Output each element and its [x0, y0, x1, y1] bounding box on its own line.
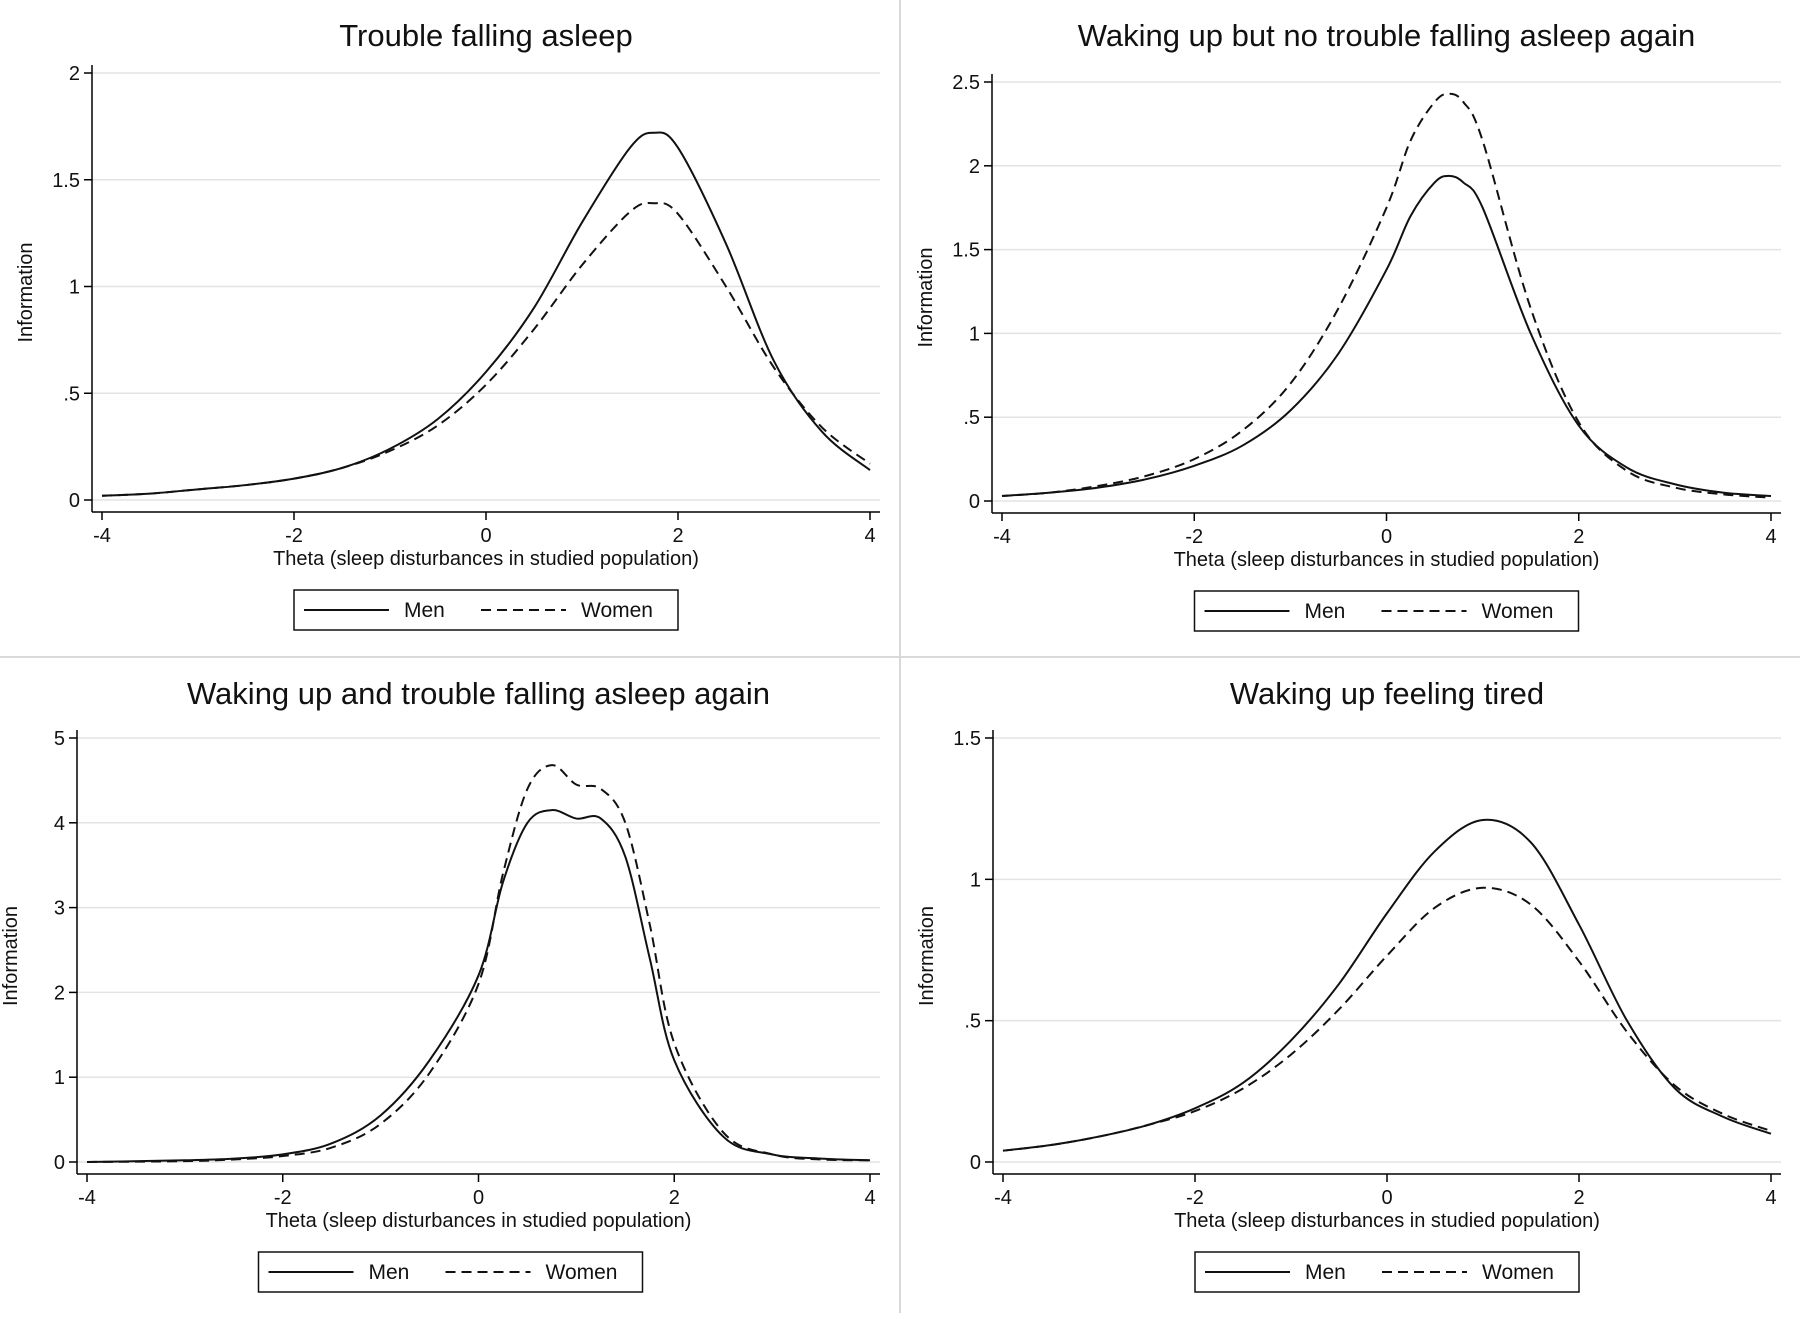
chart-title: Waking up and trouble falling asleep aga… [187, 676, 770, 711]
x-tick-label: 0 [473, 1187, 484, 1209]
y-tick-label: 1 [969, 323, 980, 345]
x-tick-label: 0 [1381, 526, 1392, 548]
chart-panel-3: Waking up and trouble falling asleep aga… [0, 676, 880, 1293]
series-line-women [1002, 886, 1772, 1152]
x-tick-label: 4 [1765, 526, 1776, 548]
y-tick-label: .5 [964, 1011, 981, 1033]
chart-title: Trouble falling asleep [339, 18, 633, 53]
x-tick-label: 4 [1765, 1187, 1776, 1209]
y-tick-label: 4 [54, 813, 65, 835]
y-tick-label: 1 [69, 277, 80, 299]
y-tick-label: 2.5 [952, 72, 980, 94]
x-axis-label: Theta (sleep disturbances in studied pop… [1174, 1210, 1600, 1232]
series-line-men [1002, 818, 1772, 1152]
x-tick-label: 4 [864, 525, 875, 547]
x-tick-label: 2 [1573, 526, 1584, 548]
y-axis-label: Information [916, 906, 938, 1006]
y-axis-label: Information [0, 906, 22, 1006]
x-tick-label: -2 [285, 525, 303, 547]
x-axis-label: Theta (sleep disturbances in studied pop… [266, 1210, 692, 1232]
horizontal-divider [0, 656, 1800, 658]
x-tick-label: 0 [1381, 1187, 1392, 1209]
legend-label-women: Women [1482, 600, 1554, 623]
x-tick-label: 2 [669, 1187, 680, 1209]
y-tick-label: 5 [54, 728, 65, 750]
y-tick-label: 0 [69, 490, 80, 512]
x-tick-label: -4 [78, 1187, 96, 1209]
legend-label-men: Men [369, 1261, 410, 1284]
legend-label-women: Women [546, 1261, 618, 1284]
series-line-men [1001, 174, 1772, 497]
y-tick-label: 0 [54, 1152, 65, 1174]
legend-label-men: Men [404, 599, 445, 622]
y-tick-label: 1.5 [953, 728, 981, 750]
x-axis-label: Theta (sleep disturbances in studied pop… [273, 548, 699, 570]
y-tick-label: 1 [54, 1067, 65, 1089]
x-tick-label: -4 [993, 526, 1011, 548]
chart-title: Waking up but no trouble falling asleep … [1078, 18, 1696, 53]
y-axis-label: Information [915, 247, 937, 347]
series-line-women [101, 201, 871, 497]
y-tick-label: .5 [963, 407, 980, 429]
x-tick-label: 2 [1573, 1187, 1584, 1209]
legend: Men Women [1193, 590, 1580, 632]
x-tick-label: -2 [1186, 1187, 1204, 1209]
x-tick-label: 2 [672, 525, 683, 547]
chart-panel-2: Waking up but no trouble falling asleep … [915, 18, 1781, 632]
legend: Men Women [257, 1251, 644, 1293]
series-line-men [86, 809, 871, 1163]
legend-label-women: Women [581, 599, 653, 622]
chart-panel-1: Trouble falling asleep 0 .5 1 1.5 2 -4 -2 0 2 4 The… [15, 18, 880, 631]
legend: Men Women [293, 589, 679, 631]
legend-label-women: Women [1482, 1261, 1554, 1284]
x-tick-label: -4 [93, 525, 111, 547]
chart-title: Waking up feeling tired [1230, 676, 1544, 711]
y-tick-label: 1 [970, 869, 981, 891]
y-axis-label: Information [15, 242, 37, 342]
series-line-women [86, 764, 871, 1163]
x-tick-label: 4 [864, 1187, 875, 1209]
chart-panel-4: Waking up feeling tired 0 .5 1 1.5 -4 -2 0 2 4 The… [916, 676, 1781, 1293]
legend-label-men: Men [1305, 1261, 1346, 1284]
y-tick-label: 1.5 [52, 170, 80, 192]
y-tick-label: 0 [969, 491, 980, 513]
y-tick-label: 2 [969, 156, 980, 178]
x-tick-label: 0 [480, 525, 491, 547]
x-tick-label: -2 [1185, 526, 1203, 548]
legend: Men Women [1194, 1251, 1580, 1293]
y-tick-label: 3 [54, 898, 65, 920]
x-tick-label: -2 [274, 1187, 292, 1209]
series-line-women [1001, 92, 1772, 499]
y-tick-label: 2 [54, 982, 65, 1004]
y-tick-label: 0 [970, 1152, 981, 1174]
x-tick-label: -4 [994, 1187, 1012, 1209]
x-axis-label: Theta (sleep disturbances in studied pop… [1174, 549, 1600, 571]
y-tick-label: 2 [69, 63, 80, 85]
y-tick-label: 1.5 [952, 240, 980, 262]
legend-label-men: Men [1305, 600, 1346, 623]
y-tick-label: .5 [63, 383, 80, 405]
series-line-men [101, 131, 871, 497]
